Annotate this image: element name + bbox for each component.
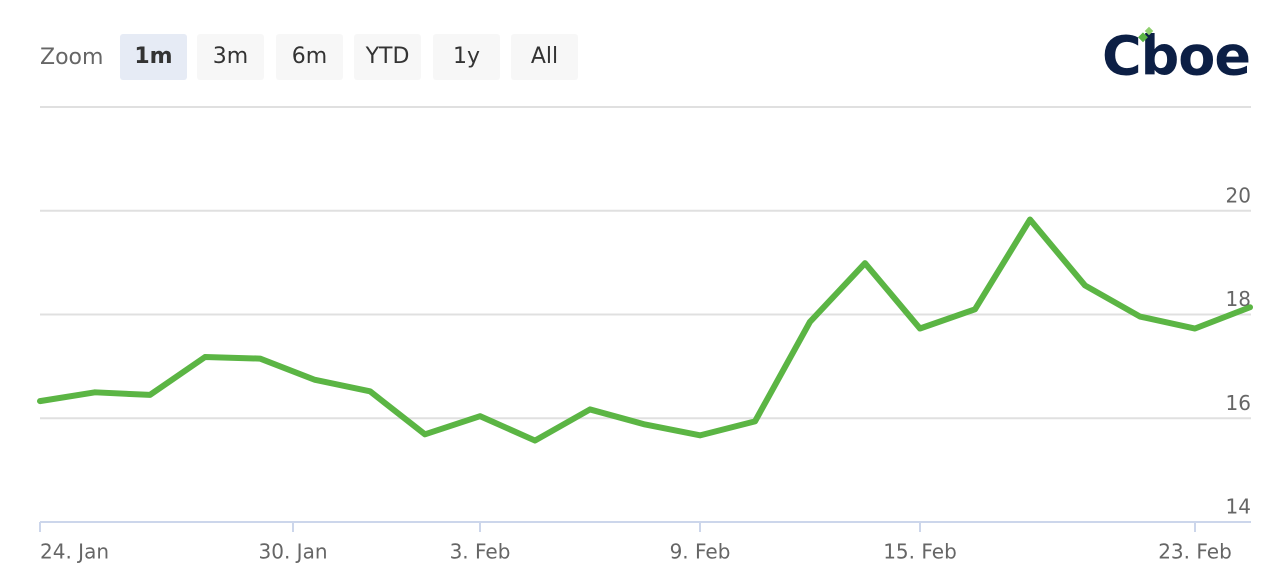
button-label: YTD bbox=[365, 44, 410, 69]
button-bg bbox=[354, 34, 421, 80]
zoom-label: Zoom bbox=[40, 45, 103, 70]
button-bg bbox=[197, 34, 264, 80]
button-label: 3m bbox=[213, 44, 248, 69]
x-tick-label: 15. Feb bbox=[883, 540, 957, 564]
x-tick-label: 23. Feb bbox=[1158, 540, 1232, 564]
series-line bbox=[37, 216, 1253, 444]
button-bg bbox=[433, 34, 500, 80]
zoom-button[interactable]: 1y bbox=[433, 34, 500, 80]
button-label: 6m bbox=[292, 44, 327, 69]
button-label: 1m bbox=[134, 44, 172, 69]
zoom-button[interactable]: 6m bbox=[276, 34, 343, 80]
x-tick-label: 30. Jan bbox=[259, 540, 328, 564]
zoom-button[interactable]: YTD bbox=[354, 34, 421, 80]
y-tick-label: 16 bbox=[1226, 391, 1251, 415]
zoom-button[interactable]: 1m bbox=[120, 34, 187, 80]
y-tick-label: 14 bbox=[1226, 495, 1251, 519]
logo: Cboe bbox=[1102, 25, 1251, 88]
button-label: 1y bbox=[453, 44, 480, 69]
zoom-button[interactable]: All bbox=[511, 34, 578, 80]
x-tick-label: 24. Jan bbox=[40, 540, 109, 564]
button-label: All bbox=[531, 44, 558, 69]
button-bg bbox=[120, 34, 187, 80]
button-bg bbox=[511, 34, 578, 80]
y-tick-label: 20 bbox=[1226, 183, 1251, 207]
zoom-button[interactable]: 3m bbox=[197, 34, 264, 80]
x-tick-label: 9. Feb bbox=[670, 540, 731, 564]
button-bg bbox=[276, 34, 343, 80]
logo-text: Cboe bbox=[1102, 25, 1250, 88]
x-tick-label: 3. Feb bbox=[450, 540, 511, 564]
